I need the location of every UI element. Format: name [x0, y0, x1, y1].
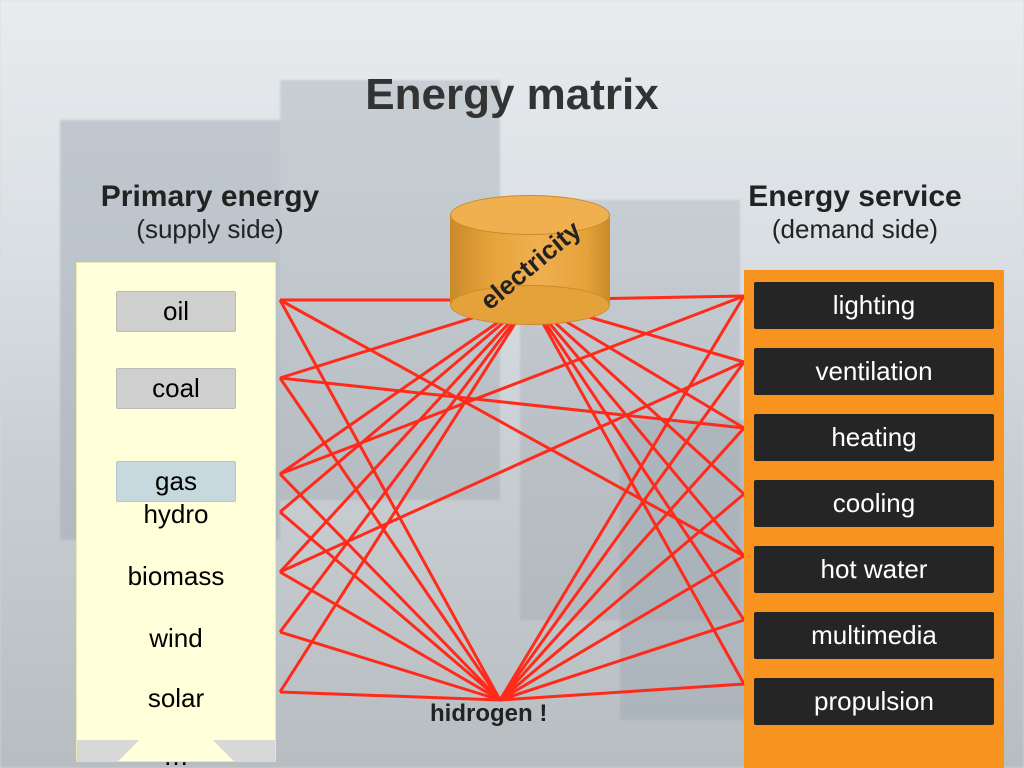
left-column-title: Primary energy [101, 180, 319, 213]
left-column-header: Primary energy (supply side) [60, 180, 360, 245]
energy-service-item: multimedia [754, 612, 994, 659]
energy-service-item: propulsion [754, 678, 994, 725]
connection-line [530, 300, 744, 494]
primary-energy-chip: oil [116, 291, 236, 332]
connection-line [280, 632, 500, 700]
primary-energy-item: gas [91, 461, 261, 502]
connection-line [280, 300, 500, 700]
connection-line [280, 378, 500, 700]
connection-line [500, 494, 744, 700]
connection-line [280, 300, 530, 512]
connection-line [280, 362, 744, 572]
energy-service-item: lighting [754, 282, 994, 329]
primary-energy-label: wind [149, 623, 202, 654]
primary-energy-item: solar [91, 683, 261, 714]
connection-line [280, 474, 500, 700]
energy-service-item: cooling [754, 480, 994, 527]
connection-line [280, 378, 744, 428]
primary-energy-item: … [91, 741, 261, 768]
hydrogen-label: hidrogen ! [430, 700, 547, 728]
connection-line [500, 428, 744, 700]
connection-line [500, 620, 744, 700]
cylinder-top [450, 195, 610, 235]
connection-line [280, 300, 530, 692]
energy-service-item: ventilation [754, 348, 994, 395]
connection-line [280, 300, 744, 556]
connection-line [530, 300, 744, 684]
primary-energy-item: biomass [91, 561, 261, 592]
primary-energy-chip: gas [116, 461, 236, 502]
connection-line [500, 556, 744, 700]
primary-energy-item: wind [91, 623, 261, 654]
primary-energy-chip: coal [116, 368, 236, 409]
energy-service-item: heating [754, 414, 994, 461]
primary-energy-label: … [163, 741, 189, 768]
connection-line [530, 300, 744, 556]
right-column-title: Energy service [748, 180, 961, 213]
slide-title: Energy matrix [0, 70, 1024, 120]
connection-line [500, 296, 744, 700]
primary-energy-ribbon: oilcoalgashydrobiomasswindsolar… [76, 262, 276, 762]
energy-service-item: hot water [754, 546, 994, 593]
cylinder-bottom [450, 285, 610, 325]
connection-line [280, 300, 530, 474]
connection-line [500, 684, 744, 700]
primary-energy-item: hydro [91, 499, 261, 530]
left-column-subtitle: (supply side) [60, 214, 360, 245]
connection-line [280, 300, 530, 632]
connection-line [500, 362, 744, 700]
primary-energy-item: coal [91, 368, 261, 409]
right-column-subtitle: (demand side) [700, 214, 1010, 245]
connection-line [280, 692, 500, 700]
primary-energy-label: hydro [143, 499, 208, 530]
slide-stage: Energy matrix Primary energy (supply sid… [0, 0, 1024, 768]
connection-line [280, 300, 530, 572]
primary-energy-item: oil [91, 291, 261, 332]
connection-line [530, 300, 744, 620]
connection-line [280, 512, 500, 700]
energy-service-column: lighting ventilation heating cooling hot wat… [744, 270, 1004, 768]
primary-energy-label: solar [148, 683, 204, 714]
right-column-header: Energy service (demand side) [700, 180, 1010, 245]
primary-energy-label: biomass [128, 561, 225, 592]
connection-line [280, 572, 500, 700]
